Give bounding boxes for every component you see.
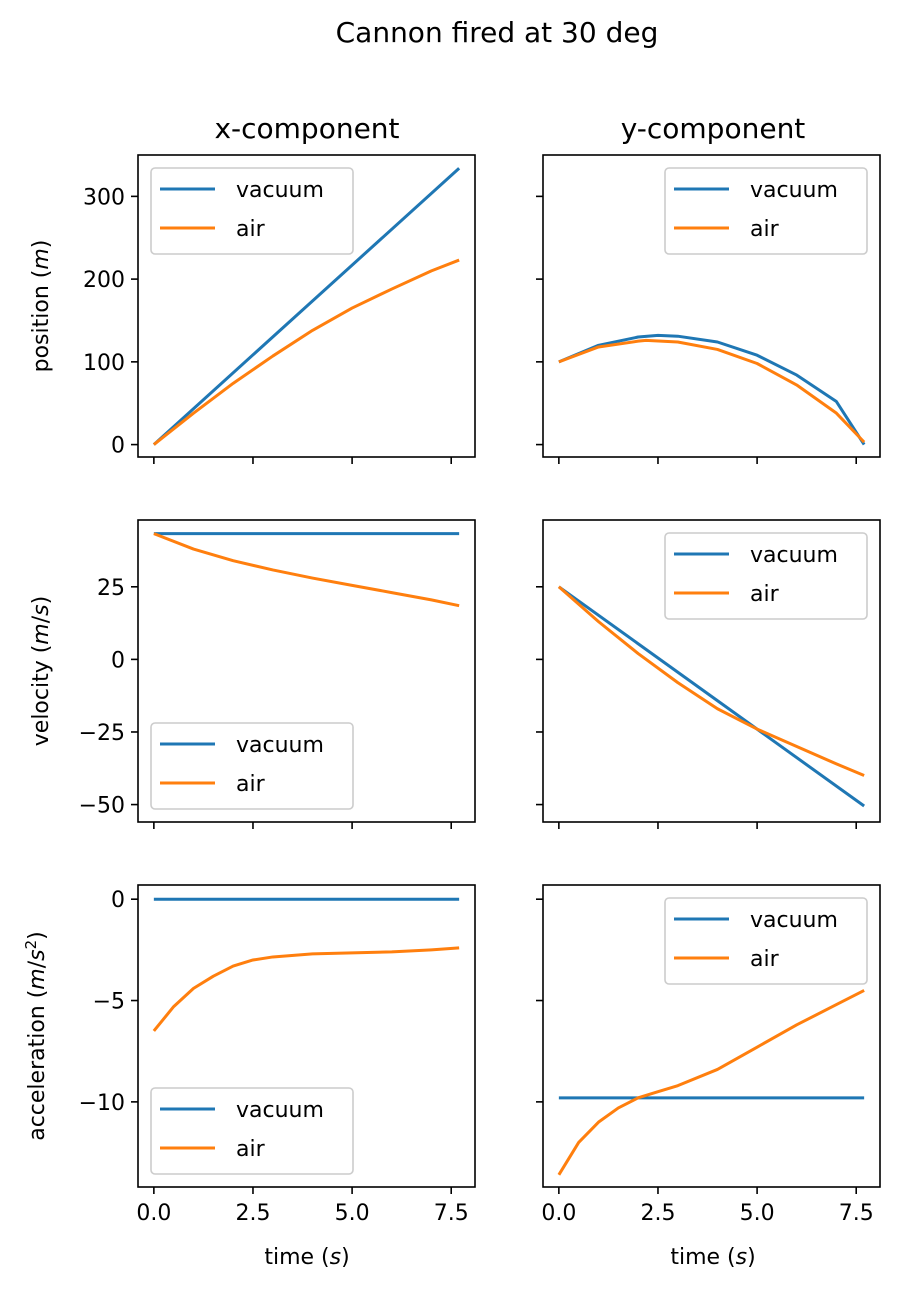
legend-label-vacuum-r1c0: vacuum — [236, 733, 324, 758]
ytick-label-r2c0-0: −10 — [79, 1091, 125, 1116]
legend-label-vacuum-r0c0: vacuum — [236, 178, 324, 203]
series-line-vacuum-r1c1 — [557, 585, 866, 808]
ytick-label-r0c0-0: 0 — [111, 434, 125, 459]
legend-label-air-r0c0: air — [236, 217, 266, 242]
xtick-label-r2c0-0: 0.0 — [136, 1201, 171, 1226]
xtick-label-r2c1-1: 2.5 — [640, 1201, 675, 1226]
series-line-air-r1c1 — [557, 585, 865, 777]
ytick-label-r1c0-0: −50 — [79, 794, 125, 819]
ytick-label-r0c0-1: 100 — [83, 351, 125, 376]
ytick-label-r1c0-2: 0 — [111, 648, 125, 673]
ytick-label-r2c0-2: 0 — [111, 888, 125, 913]
legend-label-air-r2c1: air — [750, 947, 780, 972]
axes-frame-r2c0 — [137, 884, 476, 1188]
ylabel-acceleration: acceleration (m/s2) — [22, 931, 50, 1141]
series-line-air-r2c0 — [152, 946, 460, 1032]
series-line-air-r1c0 — [153, 532, 460, 608]
axes-frame-r0c1 — [542, 154, 881, 458]
ytick-label-r1c0-3: 25 — [97, 576, 125, 601]
panel-r2c1: 0.0 2.5 5.0 7.5 vacuum air — [536, 884, 881, 1226]
panel-r1c0: −50 −25 0 25 vacuum air — [79, 519, 476, 829]
panel-r2c0: 0.0 2.5 5.0 7.5 −10 −5 0 vacuum air — [79, 884, 476, 1226]
legend-r2c1: vacuum air — [664, 897, 868, 985]
xtick-label-r2c1-0: 0.0 — [541, 1201, 576, 1226]
xtick-label-r2c0-2: 5.0 — [335, 1201, 370, 1226]
legend-label-vacuum-r1c1: vacuum — [750, 543, 838, 568]
axes-frame-r1c1 — [542, 519, 881, 823]
ylabel-velocity: velocity (m/s) — [29, 596, 54, 746]
legend-label-air-r0c1: air — [750, 217, 780, 242]
legend-label-vacuum-r2c0: vacuum — [236, 1098, 324, 1123]
ytick-label-r0c0-3: 300 — [83, 185, 125, 210]
axes-frame-r2c1 — [542, 884, 881, 1188]
column-title-y: y-component — [621, 112, 806, 145]
legend-r1c1: vacuum air — [664, 532, 868, 620]
legend-r2c0: vacuum air — [150, 1087, 354, 1175]
ylabel-position: position (m) — [29, 240, 54, 373]
legend-label-air-r1c1: air — [750, 582, 780, 607]
axes-frame-r0c0 — [137, 154, 476, 458]
axes-frame-r1c0 — [137, 519, 476, 823]
series-line-air-r0c0 — [152, 258, 460, 446]
legend-label-air-r2c0: air — [236, 1137, 266, 1162]
series-line-vacuum-r0c1 — [558, 333, 866, 446]
column-title-x: x-component — [214, 112, 399, 145]
ytick-label-r1c0-1: −25 — [79, 721, 125, 746]
series-line-air-r2c1 — [557, 989, 865, 1176]
xlabel-left: time (s) — [264, 1245, 349, 1270]
panel-r0c1: vacuum air — [536, 154, 881, 464]
xtick-label-r2c1-3: 7.5 — [839, 1201, 874, 1226]
panel-r1c1: vacuum air — [536, 519, 881, 829]
series-line-air-r0c1 — [558, 338, 866, 444]
legend-label-vacuum-r2c1: vacuum — [750, 908, 838, 933]
xtick-label-r2c0-1: 2.5 — [235, 1201, 270, 1226]
panel-r0c0: 0 100 200 300 vacuum air — [83, 154, 476, 464]
legend-label-vacuum-r0c1: vacuum — [750, 178, 838, 203]
series-line-vacuum-r0c0 — [152, 167, 461, 446]
legend-r0c0: vacuum air — [150, 167, 354, 255]
legend-r1c0: vacuum air — [150, 722, 354, 810]
legend-label-air-r1c0: air — [236, 772, 266, 797]
xtick-label-r2c0-3: 7.5 — [434, 1201, 469, 1226]
xtick-label-r2c1-2: 5.0 — [740, 1201, 775, 1226]
xlabel-right: time (s) — [670, 1245, 755, 1270]
ytick-label-r0c0-2: 200 — [83, 268, 125, 293]
chart-suptitle: Cannon fired at 30 deg — [336, 16, 659, 49]
ytick-label-r2c0-1: −5 — [93, 990, 125, 1015]
legend-r0c1: vacuum air — [664, 167, 868, 255]
